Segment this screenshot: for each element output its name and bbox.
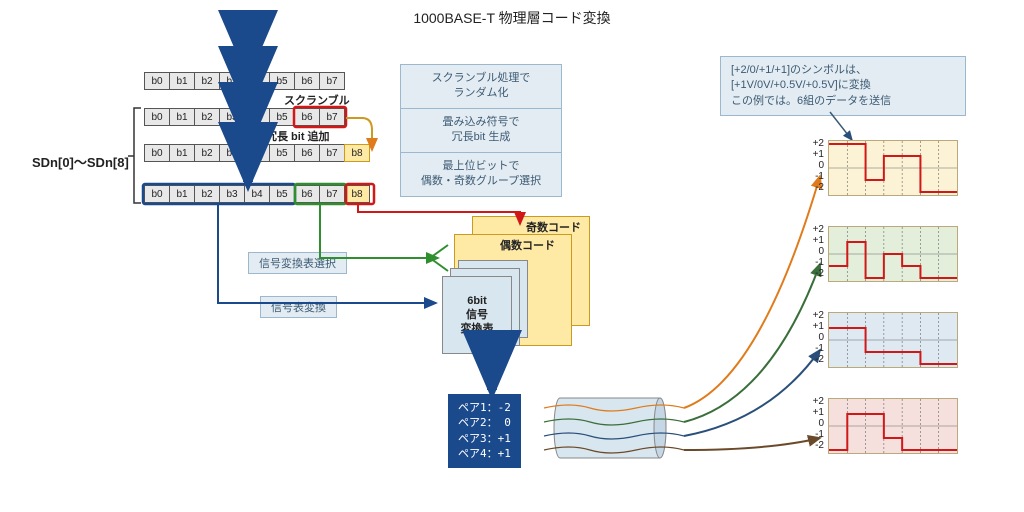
- label-even: 偶数コード: [500, 237, 555, 253]
- bitrow-gmii: b0b1b2b3b4b5b6b7: [144, 72, 345, 90]
- waveform-panel: [828, 140, 958, 196]
- bit-cell: b5: [269, 72, 295, 90]
- bit-cell: b1: [169, 144, 195, 162]
- bitrow-redundant: b0b1b2b3b4b5b6b7b8: [144, 144, 370, 162]
- bit-cell: b8: [344, 144, 370, 162]
- bit-cell: b6: [294, 185, 320, 203]
- bit-cell: b1: [169, 185, 195, 203]
- bit-cell: b4: [244, 144, 270, 162]
- bit-cell: b6: [294, 144, 320, 162]
- bit-cell: b3: [219, 144, 245, 162]
- bit-cell: b1: [169, 72, 195, 90]
- pair-output: ペア1：-2ペア2： 0ペア3：+1ペア4：+1: [448, 394, 521, 468]
- waveform-panel: [828, 226, 958, 282]
- bit-cell: b3: [219, 72, 245, 90]
- bit-cell: b7: [319, 144, 345, 162]
- bit-cell: b7: [319, 185, 345, 203]
- bit-cell: b2: [194, 185, 220, 203]
- bit-cell: b6: [294, 108, 320, 126]
- tag-convert: 信号表変換: [260, 296, 337, 318]
- bit-cell: b5: [269, 108, 295, 126]
- redundant-label: 冗長 bit 追加: [266, 128, 330, 144]
- bit-cell: b0: [144, 72, 170, 90]
- bit-cell: b5: [269, 144, 295, 162]
- info-scramble: スクランブル処理でランダム化: [400, 64, 562, 109]
- bit-cell: b6: [294, 72, 320, 90]
- bit-cell: b0: [144, 108, 170, 126]
- codebook-stack: 奇数コード 偶数コード 6bit信号変換表: [430, 216, 590, 366]
- bitrow-scrambled: b0b1b2b3b4b5b6b7: [144, 108, 345, 126]
- bit-cell: b4: [244, 108, 270, 126]
- waveform-panel: [828, 312, 958, 368]
- bit-cell: b4: [244, 72, 270, 90]
- bit-cell: b3: [219, 108, 245, 126]
- bit-cell: b3: [219, 185, 245, 203]
- info-convolution: 畳み込み符号で冗長bit 生成: [400, 108, 562, 153]
- bit-cell: b0: [144, 144, 170, 162]
- tag-select: 信号変換表選択: [248, 252, 347, 274]
- page-title: 1000BASE-T 物理層コード変換: [0, 8, 1024, 28]
- bit-cell: b5: [269, 185, 295, 203]
- tablecard-front: 6bit信号変換表: [442, 276, 512, 354]
- sdn-label: SDn[0]～SDn[8]: [32, 152, 129, 171]
- diagram-root: 1000BASE-T 物理層コード変換 GMII b0b1b2b3b4b5b6b…: [0, 0, 1024, 512]
- info-msb: 最上位ビットで偶数・奇数グループ選択: [400, 152, 562, 197]
- bit-cell: b1: [169, 108, 195, 126]
- gmii-label: GMII: [232, 42, 258, 56]
- bit-cell: b7: [319, 72, 345, 90]
- bit-cell: b2: [194, 108, 220, 126]
- label-odd: 奇数コード: [526, 219, 581, 235]
- bitrow-grouped: b0b1b2b3b4b5b6b7b8: [144, 185, 370, 203]
- bit-cell: b4: [244, 185, 270, 203]
- waveform-panel: [828, 398, 958, 454]
- bit-cell: b8: [344, 185, 370, 203]
- bit-cell: b0: [144, 185, 170, 203]
- scramble-label: スクランブル: [284, 92, 350, 108]
- bit-cell: b2: [194, 144, 220, 162]
- info-symbol-note: [+2/0/+1/+1]のシンボルは、[+1V/0V/+0.5V/+0.5V]に…: [720, 56, 966, 116]
- bit-cell: b2: [194, 72, 220, 90]
- bit-cell: b7: [319, 108, 345, 126]
